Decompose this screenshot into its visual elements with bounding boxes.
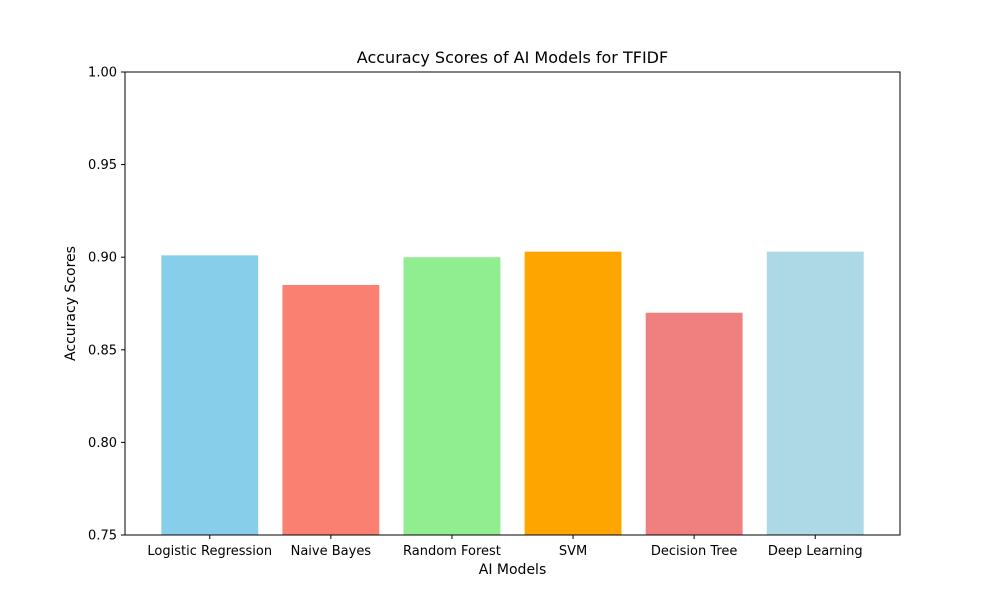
chart-title: Accuracy Scores of AI Models for TFIDF (357, 48, 668, 67)
y-tick-label: 1.00 (88, 66, 117, 81)
x-tick-label: SVM (559, 544, 587, 559)
y-tick-label: 0.90 (88, 251, 117, 266)
x-tick-label: Deep Learning (768, 544, 863, 559)
y-tick-label: 0.95 (88, 158, 117, 173)
x-axis-label: AI Models (479, 562, 546, 578)
y-tick-label: 0.80 (88, 436, 117, 451)
y-axis-ticks: 0.75 0.80 0.85 0.90 0.95 1.00 (88, 66, 125, 544)
bar-deep-learning (766, 251, 864, 536)
x-axis-ticks: Logistic Regression Naive Bayes Random For… (147, 535, 863, 559)
bar-random-forest (403, 257, 501, 535)
plot-area-frame (124, 71, 901, 536)
x-tick-label: Random Forest (403, 544, 501, 559)
bar-naive-bayes (282, 284, 380, 535)
x-tick-label: Decision Tree (651, 544, 738, 559)
bar-decision-tree (645, 312, 743, 535)
bar-svm (524, 251, 622, 536)
bars-group (161, 251, 864, 536)
x-tick-label: Logistic Regression (147, 544, 272, 559)
y-tick-label: 0.75 (88, 529, 117, 544)
y-tick-label: 0.85 (88, 343, 117, 358)
x-tick-label: Naive Bayes (291, 544, 372, 559)
y-axis-label: Accuracy Scores (63, 246, 79, 361)
bar-logistic-regression (161, 255, 259, 535)
